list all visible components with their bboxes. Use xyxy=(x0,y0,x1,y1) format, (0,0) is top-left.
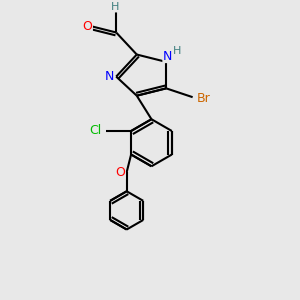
Text: H: H xyxy=(110,2,119,12)
Text: O: O xyxy=(82,20,92,33)
Text: Br: Br xyxy=(197,92,211,105)
Text: N: N xyxy=(163,50,172,62)
Text: H: H xyxy=(173,46,182,56)
Text: Cl: Cl xyxy=(89,124,101,137)
Text: N: N xyxy=(105,70,114,83)
Text: O: O xyxy=(115,166,125,179)
